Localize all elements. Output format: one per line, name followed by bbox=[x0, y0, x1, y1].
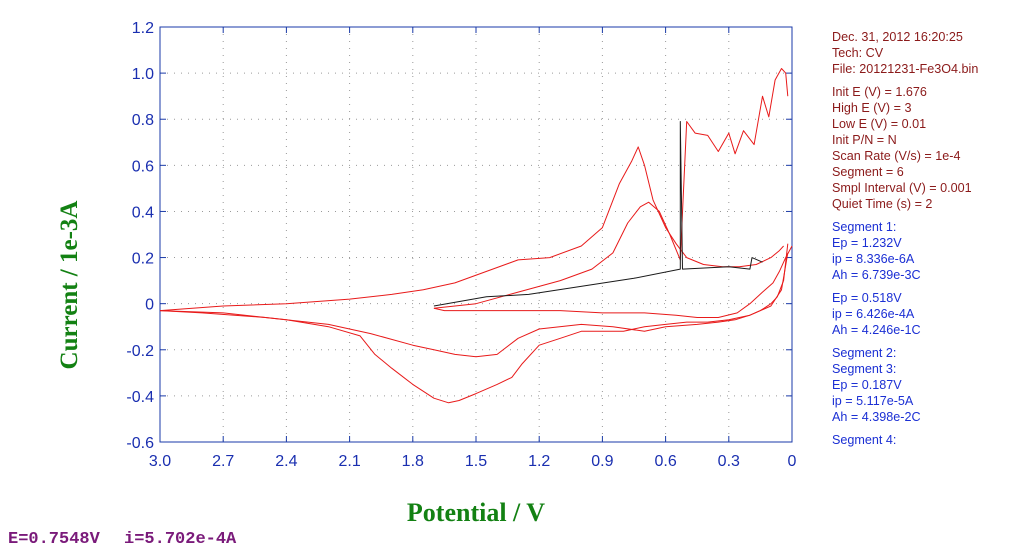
info-line: ip = 6.426e-4A bbox=[832, 307, 915, 321]
series-line-2 bbox=[433, 68, 789, 309]
cursor-potential: E=0.7548V bbox=[8, 530, 100, 549]
y-axis-title: Current / 1e-3A bbox=[56, 200, 83, 370]
x-tick-label: 0.3 bbox=[718, 453, 740, 470]
x-tick-label: 1.8 bbox=[402, 453, 424, 470]
info-line: Ep = 0.187V bbox=[832, 378, 902, 392]
info-line: Tech: CV bbox=[832, 46, 884, 60]
info-line: Init E (V) = 1.676 bbox=[832, 85, 927, 99]
info-line: Segment 2: bbox=[832, 346, 897, 360]
series-line-6 bbox=[433, 121, 763, 307]
info-line: Segment 1: bbox=[832, 220, 897, 234]
info-line: Dec. 31, 2012 16:20:25 bbox=[832, 30, 963, 44]
info-line: ip = 5.117e-5A bbox=[832, 394, 914, 408]
info-line: High E (V) = 3 bbox=[832, 101, 912, 115]
info-group: Segment 4: bbox=[832, 432, 1022, 448]
x-tick-label: 2.4 bbox=[275, 453, 297, 470]
cursor-readout: E=0.7548V i=5.702e-4A bbox=[8, 530, 250, 549]
y-tick-label: -0.2 bbox=[126, 343, 154, 360]
y-tick-label: 0.8 bbox=[132, 112, 154, 129]
series-line-4 bbox=[159, 252, 789, 404]
info-group: Segment 2: Segment 3: Ep = 0.187V ip = 5.11… bbox=[832, 345, 1022, 425]
info-line: File: 20121231-Fe3O4.bin bbox=[832, 62, 979, 76]
experiment-info-panel: Dec. 31, 2012 16:20:25 Tech: CV File: 2012… bbox=[832, 29, 1022, 455]
series-line-1 bbox=[159, 146, 784, 312]
x-tick-label: 0.6 bbox=[654, 453, 676, 470]
y-tick-label: -0.6 bbox=[126, 435, 154, 452]
x-tick-label: 1.2 bbox=[528, 453, 550, 470]
y-tick-label: 1.2 bbox=[132, 20, 154, 37]
info-line: Segment 3: bbox=[832, 362, 897, 376]
info-line: Ah = 6.739e-3C bbox=[832, 268, 921, 282]
info-line: Smpl Interval (V) = 0.001 bbox=[832, 181, 972, 195]
series-line-5 bbox=[433, 245, 793, 318]
info-group: Segment 1: Ep = 1.232V ip = 8.336e-6A Ah = … bbox=[832, 219, 1022, 283]
x-tick-label: 3.0 bbox=[149, 453, 171, 470]
info-group: Dec. 31, 2012 16:20:25 Tech: CV File: 2012… bbox=[832, 29, 1022, 77]
info-line: Segment = 6 bbox=[832, 165, 904, 179]
y-tick-label: -0.4 bbox=[126, 389, 154, 406]
info-line: Ep = 1.232V bbox=[832, 236, 902, 250]
info-line: Ah = 4.398e-2C bbox=[832, 410, 921, 424]
info-line: Ep = 0.518V bbox=[832, 291, 902, 305]
cursor-current: i=5.702e-4A bbox=[124, 530, 237, 549]
y-tick-label: 0 bbox=[145, 297, 154, 314]
info-line: Scan Rate (V/s) = 1e-4 bbox=[832, 149, 961, 163]
x-axis-title: Potential / V bbox=[406, 498, 546, 527]
x-tick-label: 2.1 bbox=[338, 453, 360, 470]
info-group: Init E (V) = 1.676 High E (V) = 3 Low E (V… bbox=[832, 84, 1022, 212]
y-tick-label: 0.2 bbox=[132, 251, 154, 268]
x-tick-label: 0 bbox=[788, 453, 797, 470]
info-line: ip = 8.336e-6A bbox=[832, 252, 915, 266]
info-line: Low E (V) = 0.01 bbox=[832, 117, 927, 131]
info-line: Init P/N = N bbox=[832, 133, 897, 147]
info-line: Ah = 4.246e-1C bbox=[832, 323, 921, 337]
info-line: Segment 4: bbox=[832, 433, 897, 447]
x-tick-label: 0.9 bbox=[591, 453, 613, 470]
info-line: Quiet Time (s) = 2 bbox=[832, 197, 933, 211]
y-tick-label: 0.4 bbox=[132, 204, 154, 221]
x-tick-label: 1.5 bbox=[465, 453, 487, 470]
info-group: Ep = 0.518V ip = 6.426e-4A Ah = 4.246e-1C bbox=[832, 290, 1022, 338]
plot-frame bbox=[159, 26, 793, 443]
y-tick-label: 0.6 bbox=[132, 158, 154, 175]
x-tick-label: 2.7 bbox=[212, 453, 234, 470]
y-tick-label: 1.0 bbox=[132, 66, 154, 83]
